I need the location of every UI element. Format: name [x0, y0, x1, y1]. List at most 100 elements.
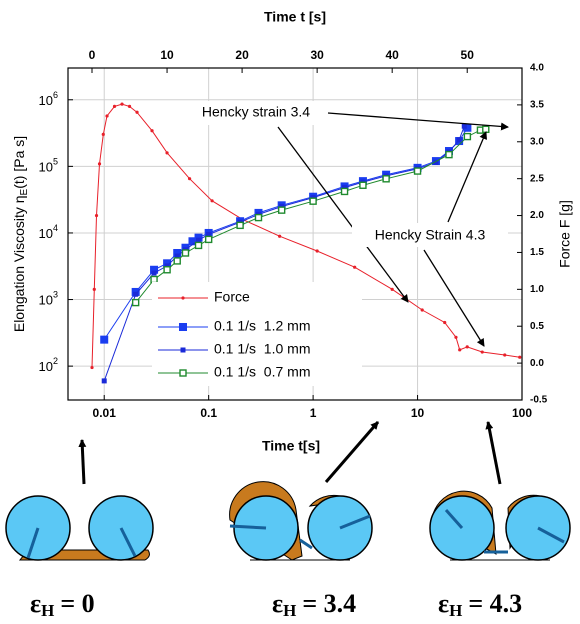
- legend-marker: [181, 296, 185, 300]
- y-tick-label: 102: [39, 357, 58, 375]
- data-point: [463, 123, 472, 132]
- strain-symbol: ε: [30, 589, 41, 618]
- data-point: [463, 132, 472, 141]
- y2-tick-label: 1.0: [530, 284, 544, 295]
- data-point: [454, 335, 458, 339]
- data-point: [187, 177, 192, 181]
- x-axis-title: Time t[s]: [262, 438, 320, 454]
- y-tick-exponent: 6: [53, 90, 58, 100]
- y-tick-base: 10: [39, 360, 53, 375]
- data-point: [458, 348, 462, 352]
- y-tick-exponent: 4: [53, 223, 58, 233]
- data-point: [163, 266, 171, 274]
- data-point: [150, 129, 154, 133]
- y2-tick-label: -0.5: [530, 395, 548, 406]
- data-point: [101, 132, 105, 136]
- y-tick-exponent: 3: [53, 290, 58, 300]
- pointer-arrow: [485, 421, 502, 485]
- data-point: [196, 237, 202, 243]
- x-tick-label: 10: [411, 406, 425, 420]
- data-point: [480, 350, 484, 354]
- pointer-arrow: [78, 439, 87, 485]
- y-axis-title: Elongation Viscosity ηE(t) [Pa s]: [11, 136, 30, 332]
- data-point: [353, 265, 357, 269]
- data-point: [131, 298, 140, 307]
- data-point: [236, 221, 244, 230]
- data-point: [90, 365, 94, 370]
- y-tick-exponent: 2: [53, 357, 58, 367]
- data-point: [340, 187, 349, 196]
- roller-sketch: [429, 490, 571, 561]
- data-point: [194, 241, 203, 250]
- y2-tick-label: 1.5: [530, 247, 544, 258]
- strain-label: εH = 3.4: [272, 589, 356, 620]
- strain-symbol: ε: [438, 589, 449, 618]
- x-tick-label: 1: [310, 406, 317, 420]
- data-point: [443, 320, 447, 325]
- annotation-box: [184, 101, 328, 125]
- data-point: [482, 125, 490, 134]
- y2-tick-label: 2.0: [530, 210, 544, 221]
- y2-tick-label: 0.5: [530, 321, 544, 332]
- annotation-box: [352, 223, 508, 247]
- data-point: [173, 248, 182, 257]
- data-point: [210, 199, 214, 203]
- plot-frame: [67, 67, 523, 401]
- data-point: [164, 263, 170, 269]
- data-point: [278, 234, 282, 238]
- annotation: Hencky Strain 4.3: [375, 227, 486, 243]
- x2-tick-label: 10: [160, 48, 174, 62]
- annotation-arrow: [327, 112, 509, 131]
- strain-value: = 0: [60, 589, 94, 618]
- y-axis-title-suffix: (t) [Pa s]: [11, 136, 27, 189]
- y-tick-label: 103: [39, 290, 58, 308]
- data-point: [105, 114, 109, 118]
- pointer-arrow: [324, 421, 380, 483]
- y-tick-label: 105: [39, 157, 58, 175]
- data-point: [174, 253, 180, 259]
- data-point: [100, 335, 109, 344]
- data-point: [206, 231, 212, 237]
- annotation-arrow: [447, 131, 487, 223]
- data-point: [204, 235, 213, 244]
- y-tick-label: 104: [39, 223, 58, 241]
- legend-marker: [179, 369, 187, 377]
- data-point: [465, 345, 469, 349]
- x2-tick-label: 50: [461, 48, 475, 62]
- data-point: [127, 104, 132, 108]
- data-point: [359, 181, 367, 189]
- annotation-arrow: [277, 126, 409, 303]
- y-axis-title-sub: E: [19, 188, 30, 195]
- strain-label: εH = 4.3: [438, 589, 522, 620]
- data-point: [181, 249, 190, 257]
- data-point: [518, 355, 522, 359]
- strain-value: = 4.3: [468, 589, 522, 618]
- x2-tick-label: 0: [89, 48, 96, 62]
- data-point: [94, 213, 99, 218]
- data-point: [151, 270, 157, 276]
- data-point: [150, 265, 159, 274]
- y-tick-base: 10: [39, 226, 53, 241]
- data-point: [92, 287, 96, 291]
- y2-tick-label: 4.0: [530, 63, 544, 74]
- data-point: [120, 102, 124, 106]
- y2-tick-label: 3.5: [530, 100, 544, 111]
- legend-marker: [179, 323, 187, 331]
- data-point: [433, 159, 439, 165]
- y-axis-title-main: Elongation Viscosity η: [11, 195, 27, 332]
- annotation-arrow: [423, 249, 485, 347]
- data-point: [254, 213, 263, 222]
- data-point: [133, 291, 139, 297]
- data-point: [188, 237, 197, 246]
- roller-sketch: [5, 495, 154, 561]
- x-tick-label: 0.1: [200, 406, 217, 420]
- legend-label: 0.1 1/s 1.2 mm: [214, 318, 310, 334]
- roller-sketch: [229, 481, 373, 561]
- y2-axis-title: Force F [g]: [557, 200, 573, 268]
- strain-subscript: H: [41, 601, 54, 620]
- data-point: [315, 249, 319, 253]
- series-line: [135, 128, 486, 303]
- data-point: [163, 259, 172, 268]
- data-point: [503, 353, 507, 357]
